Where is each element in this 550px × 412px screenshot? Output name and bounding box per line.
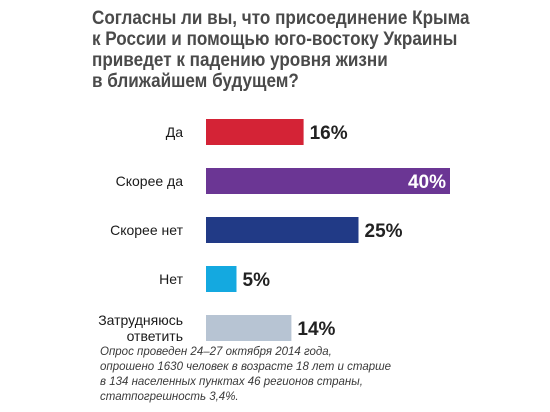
bar <box>206 119 304 145</box>
category-label: Скорее нет <box>110 222 183 238</box>
category-label: Да <box>166 124 183 140</box>
value-label: 40% <box>408 172 446 193</box>
title-line: Согласны ли вы, что присоединение Крыма <box>92 8 470 29</box>
title-line: приведет к падению уровня жизни <box>92 50 388 71</box>
footnote-line: в 134 населенных пунктах 46 регионов стр… <box>100 376 363 388</box>
footnote-line: статпогрешность 3,4%. <box>100 391 239 403</box>
bar <box>206 266 237 292</box>
chart-title: Согласны ли вы, что присоединение Крыма … <box>92 8 470 92</box>
category-label: ответить <box>127 328 183 344</box>
category-label: Скорее да <box>116 173 184 189</box>
bar <box>206 315 292 341</box>
value-label: 16% <box>310 123 348 144</box>
footnote-line: опрошено 1630 человек в возрасте 18 лет … <box>100 361 392 373</box>
title-line: в ближайшем будущем? <box>92 71 299 92</box>
category-label: Затрудняюсь <box>98 312 183 328</box>
footnote-line: Опрос проведен 24–27 октября 2014 года, <box>100 346 332 358</box>
value-label: 14% <box>297 319 335 340</box>
value-label: 5% <box>243 270 271 291</box>
value-label: 25% <box>365 221 403 242</box>
survey-footnote: Опрос проведен 24–27 октября 2014 года, … <box>100 345 440 405</box>
category-label: Нет <box>159 271 183 287</box>
title-line: к России и помощью юго-востоку Украины <box>92 29 458 50</box>
bar <box>206 217 359 243</box>
bar <box>206 168 450 194</box>
